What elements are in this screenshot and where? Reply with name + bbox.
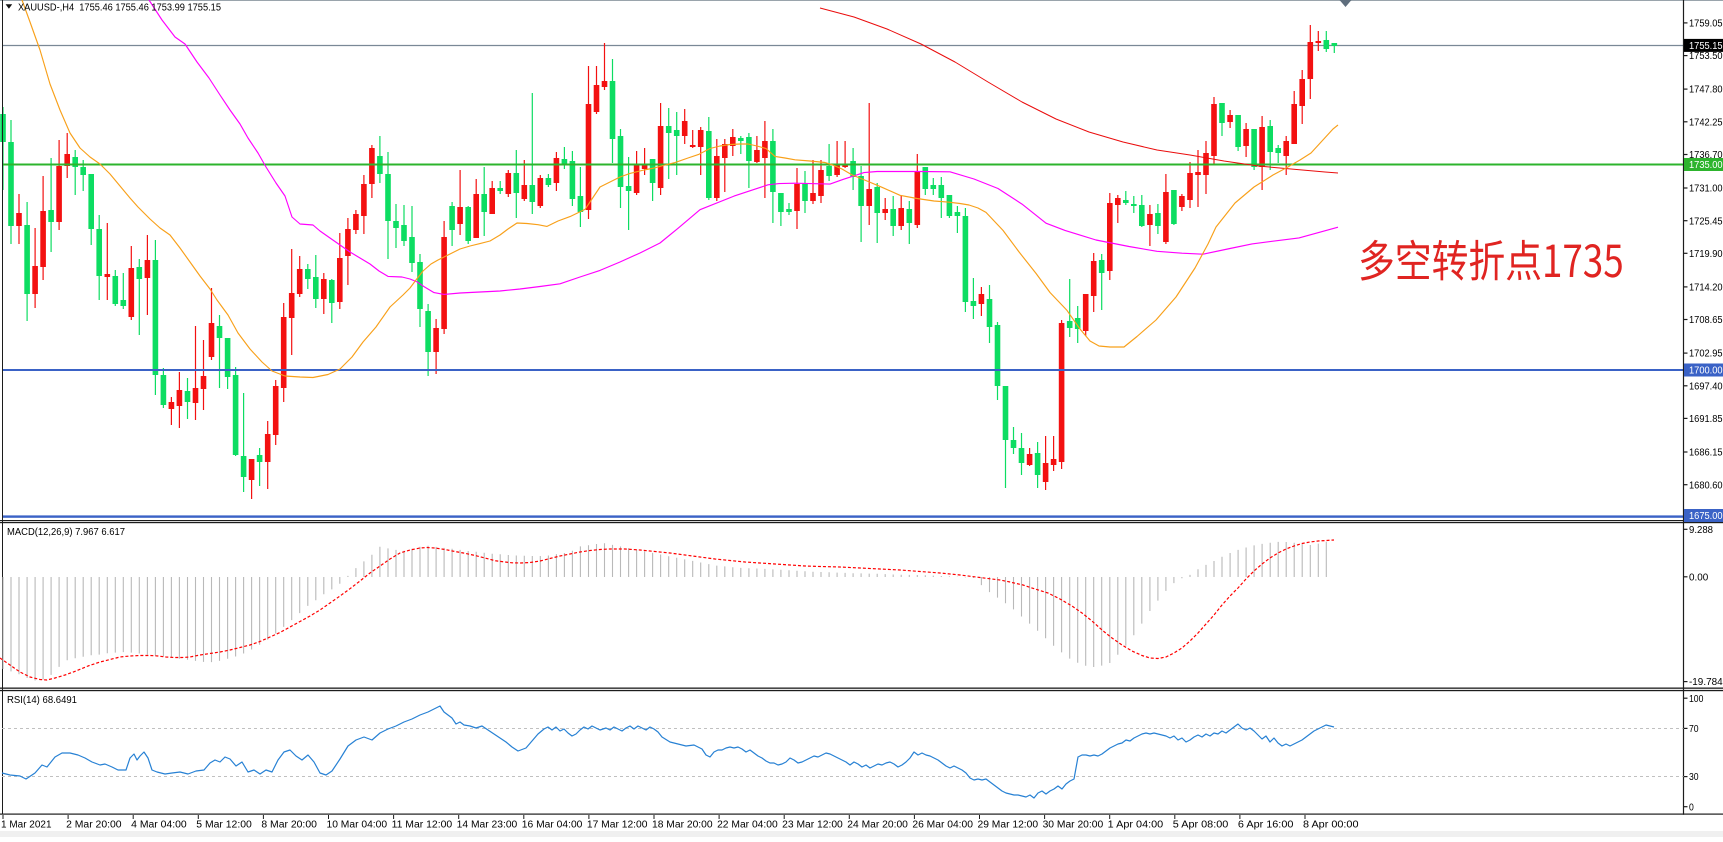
svg-text:11 Mar 12:00: 11 Mar 12:00 (392, 820, 453, 831)
svg-text:1747.80: 1747.80 (1689, 85, 1723, 96)
svg-text:1753.50: 1753.50 (1689, 51, 1723, 62)
svg-text:16 Mar 04:00: 16 Mar 04:00 (522, 820, 583, 831)
svg-text:5 Mar 12:00: 5 Mar 12:00 (196, 820, 252, 831)
svg-text:1759.05: 1759.05 (1689, 19, 1723, 30)
svg-text:-19.784: -19.784 (1689, 677, 1723, 688)
svg-text:RSI(14) 68.6491: RSI(14) 68.6491 (7, 695, 77, 706)
svg-text:18 Mar 20:00: 18 Mar 20:00 (652, 820, 713, 831)
svg-text:1 Apr 04:00: 1 Apr 04:00 (1108, 820, 1164, 831)
svg-text:1697.40: 1697.40 (1689, 381, 1723, 392)
svg-text:1708.65: 1708.65 (1689, 315, 1723, 326)
svg-text:70: 70 (1689, 724, 1699, 735)
svg-text:XAUUSD-,H4 1755.46 1755.46 17: XAUUSD-,H4 1755.46 1755.46 1753.99 1755.… (18, 3, 221, 14)
svg-text:17 Mar 12:00: 17 Mar 12:00 (587, 820, 648, 831)
svg-text:1755.15: 1755.15 (1689, 41, 1723, 52)
svg-text:1 Mar 2021: 1 Mar 2021 (1, 820, 52, 831)
svg-text:6 Apr 16:00: 6 Apr 16:00 (1238, 820, 1294, 831)
svg-text:4 Mar 04:00: 4 Mar 04:00 (131, 820, 187, 831)
svg-text:1702.95: 1702.95 (1689, 349, 1723, 360)
svg-text:9.288: 9.288 (1689, 525, 1713, 536)
svg-text:1742.25: 1742.25 (1689, 117, 1723, 128)
svg-text:30: 30 (1689, 772, 1699, 783)
svg-text:0.00: 0.00 (1689, 572, 1709, 583)
svg-text:23 Mar 12:00: 23 Mar 12:00 (782, 820, 843, 831)
svg-text:MACD(12,26,9) 7.967 6.617: MACD(12,26,9) 7.967 6.617 (7, 527, 125, 538)
svg-text:100: 100 (1689, 694, 1704, 705)
svg-text:1735.00: 1735.00 (1689, 160, 1723, 171)
svg-text:5 Apr 08:00: 5 Apr 08:00 (1173, 820, 1229, 831)
svg-text:1686.15: 1686.15 (1689, 448, 1723, 459)
svg-text:1725.45: 1725.45 (1689, 216, 1723, 227)
svg-text:22 Mar 04:00: 22 Mar 04:00 (717, 820, 778, 831)
svg-text:1714.20: 1714.20 (1689, 283, 1723, 294)
svg-text:1736.70: 1736.70 (1689, 150, 1723, 161)
svg-text:30 Mar 20:00: 30 Mar 20:00 (1043, 820, 1104, 831)
svg-text:8 Mar 20:00: 8 Mar 20:00 (261, 820, 317, 831)
svg-text:1731.00: 1731.00 (1689, 184, 1723, 195)
svg-text:1675.00: 1675.00 (1689, 511, 1723, 522)
svg-text:2 Mar 20:00: 2 Mar 20:00 (66, 820, 122, 831)
svg-text:14 Mar 23:00: 14 Mar 23:00 (457, 820, 518, 831)
svg-text:8 Apr 00:00: 8 Apr 00:00 (1303, 820, 1359, 831)
svg-text:29 Mar 12:00: 29 Mar 12:00 (978, 820, 1039, 831)
svg-text:26 Mar 04:00: 26 Mar 04:00 (912, 820, 973, 831)
svg-text:1700.00: 1700.00 (1689, 366, 1723, 377)
svg-text:0: 0 (1689, 802, 1694, 813)
svg-text:1691.85: 1691.85 (1689, 414, 1723, 425)
svg-text:10 Mar 04:00: 10 Mar 04:00 (327, 820, 388, 831)
svg-text:24 Mar 20:00: 24 Mar 20:00 (847, 820, 908, 831)
svg-text:1719.90: 1719.90 (1689, 249, 1723, 260)
svg-text:1680.60: 1680.60 (1689, 480, 1723, 491)
